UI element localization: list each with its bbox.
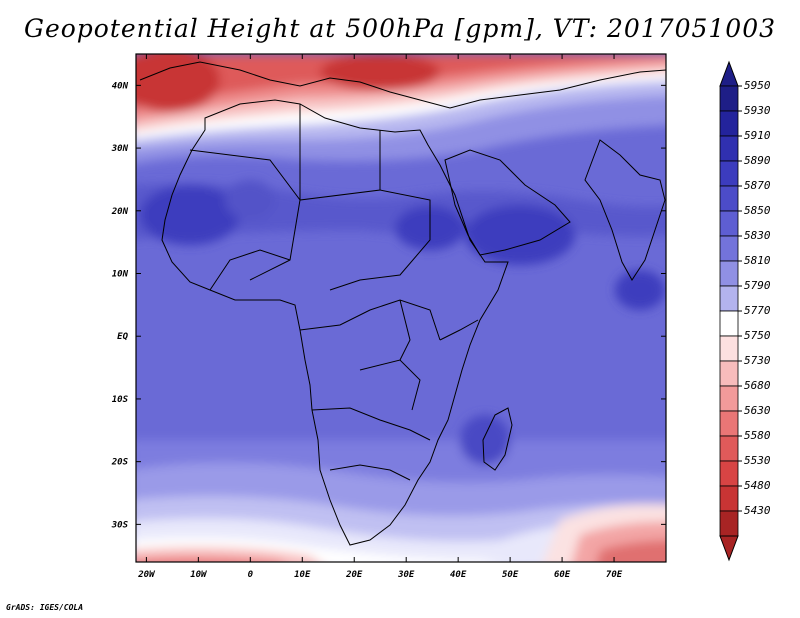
colorbar: 5950 5930 5910 5890 5870 5850 5830 5810 5790 5770…: [719, 60, 771, 562]
colorbar-label: 5430: [744, 504, 771, 517]
height-field: [136, 54, 666, 562]
lon-label: 40E: [450, 570, 467, 580]
latitude-axis: 40N 30N 20N 10N EQ 10S 20S 30S: [111, 81, 666, 530]
grads-credit: GrADS: IGES/COLA: [6, 603, 84, 612]
colorbar-swatch: [719, 435, 739, 462]
lat-label: 10S: [112, 395, 129, 405]
colorbar-label: 5950: [744, 79, 771, 92]
colorbar-swatch: [719, 235, 739, 262]
lat-label: 40N: [112, 81, 129, 91]
colorbar-swatch: [719, 485, 739, 512]
colorbar-label: 5480: [744, 479, 771, 492]
lat-label: 30S: [111, 520, 129, 530]
map-title: Geopotential Height at 500hPa [gpm], VT:…: [23, 14, 777, 43]
colorbar-label: 5750: [744, 329, 771, 342]
lon-label: 0: [248, 570, 254, 580]
lon-label: 60E: [554, 570, 571, 580]
lat-label: 20S: [111, 458, 129, 468]
colorbar-swatch: [719, 310, 739, 337]
lat-label: 30N: [111, 144, 129, 154]
colorbar-swatch: [719, 85, 739, 112]
colorbar-label: 5790: [744, 279, 771, 292]
lon-label: 30E: [397, 570, 415, 580]
colorbar-swatch: [719, 185, 739, 212]
colorbar-label: 5680: [744, 379, 771, 392]
colorbar-label: 5910: [744, 129, 771, 142]
colorbar-label: 5870: [744, 179, 771, 192]
colorbar-label: 5890: [744, 154, 771, 167]
colorbar-swatch: [719, 360, 739, 387]
lon-label: 50E: [502, 570, 519, 580]
colorbar-swatch: [719, 335, 739, 362]
colorbar-label: 5630: [744, 404, 771, 417]
lon-label: 70E: [606, 570, 623, 580]
colorbar-swatch: [719, 110, 739, 137]
colorbar-swatch: [719, 510, 739, 537]
lon-label: 10E: [294, 570, 311, 580]
colorbar-label: 5530: [744, 454, 771, 467]
colorbar-bottom-arrow: [719, 535, 739, 562]
lat-label: 10N: [112, 270, 129, 280]
colorbar-swatch: [719, 410, 739, 437]
colorbar-swatch: [719, 285, 739, 312]
colorbar-label: 5770: [744, 304, 771, 317]
colorbar-top-arrow: [719, 60, 739, 87]
coastlines: [139, 61, 666, 546]
colorbar-swatch: [719, 385, 739, 412]
lat-label: EQ: [117, 332, 128, 342]
colorbar-swatch: [719, 460, 739, 487]
colorbar-label: 5810: [744, 254, 771, 267]
longitude-axis: 20W 10W 0 10E 20E 30E 40E 50E 60E 70E: [137, 54, 623, 580]
colorbar-label: 5830: [744, 229, 771, 242]
colorbar-label: 5850: [744, 204, 771, 217]
lon-label: 10W: [190, 570, 208, 580]
colorbar-label: 5580: [744, 429, 771, 442]
colorbar-swatch: [719, 160, 739, 187]
colorbar-swatch: [719, 260, 739, 287]
lon-label: 20W: [137, 570, 156, 580]
colorbar-label: 5730: [744, 354, 771, 367]
colorbar-swatch: [719, 135, 739, 162]
lon-label: 20E: [345, 570, 363, 580]
lat-label: 20N: [111, 207, 129, 217]
map-frame: [135, 53, 667, 563]
colorbar-swatch: [719, 210, 739, 237]
colorbar-label: 5930: [744, 104, 771, 117]
